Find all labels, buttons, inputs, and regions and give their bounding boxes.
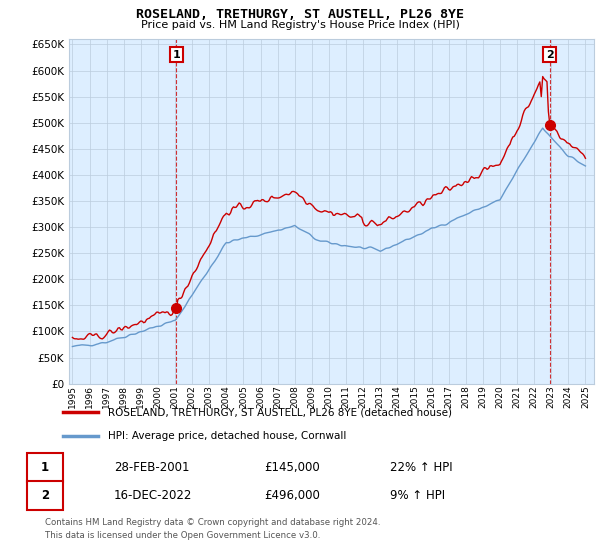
Text: 2: 2 [41,489,49,502]
FancyBboxPatch shape [27,481,63,510]
Text: 1: 1 [173,50,181,60]
Text: 28-FEB-2001: 28-FEB-2001 [114,461,190,474]
Text: Contains HM Land Registry data © Crown copyright and database right 2024.
This d: Contains HM Land Registry data © Crown c… [45,519,380,540]
Text: 9% ↑ HPI: 9% ↑ HPI [390,489,445,502]
Text: Price paid vs. HM Land Registry's House Price Index (HPI): Price paid vs. HM Land Registry's House … [140,20,460,30]
Text: 1: 1 [41,461,49,474]
Text: 2: 2 [546,50,554,60]
Text: £145,000: £145,000 [264,461,320,474]
Text: £496,000: £496,000 [264,489,320,502]
Text: 22% ↑ HPI: 22% ↑ HPI [390,461,452,474]
Text: HPI: Average price, detached house, Cornwall: HPI: Average price, detached house, Corn… [109,431,347,441]
FancyBboxPatch shape [27,453,63,482]
Text: ROSELAND, TRETHURGY, ST AUSTELL, PL26 8YE: ROSELAND, TRETHURGY, ST AUSTELL, PL26 8Y… [136,8,464,21]
Text: 16-DEC-2022: 16-DEC-2022 [114,489,193,502]
Text: ROSELAND, TRETHURGY, ST AUSTELL, PL26 8YE (detached house): ROSELAND, TRETHURGY, ST AUSTELL, PL26 8Y… [109,408,452,418]
